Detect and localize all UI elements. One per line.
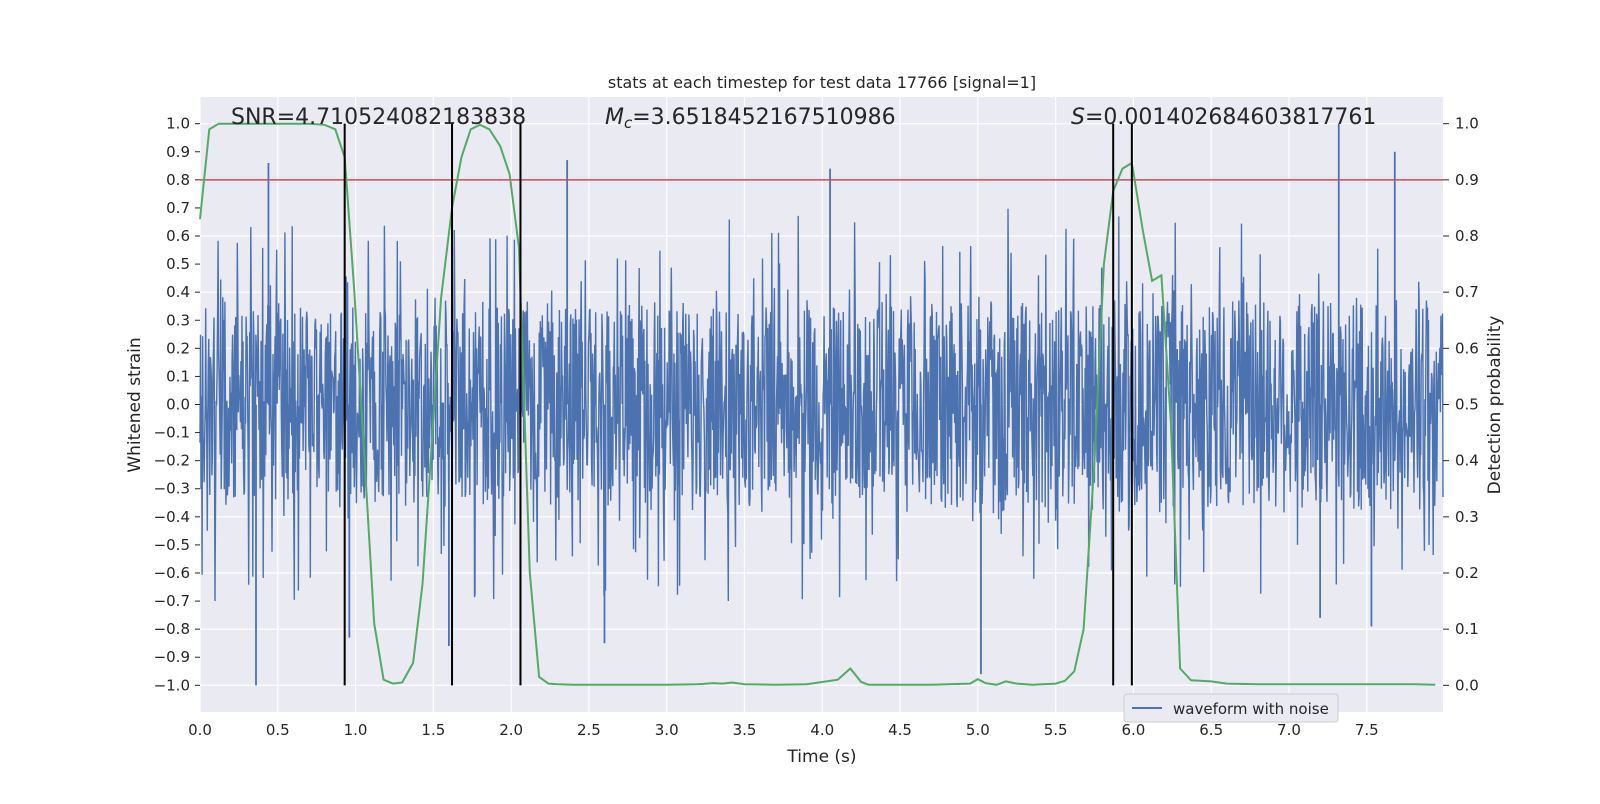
y-tick-label: −0.1 <box>154 424 190 442</box>
x-tick-label: 6.5 <box>1199 721 1223 739</box>
s-symbol: S <box>1071 105 1085 130</box>
x-tick-label: 7.0 <box>1277 721 1301 739</box>
y2-tick-label: 0.4 <box>1455 452 1479 470</box>
y-tick-label: 0.4 <box>166 283 190 301</box>
y2-tick-label: 0.8 <box>1455 227 1479 245</box>
y-tick-label: −0.5 <box>154 536 190 554</box>
waveform-line <box>199 208 1444 602</box>
y-tick-label: 0.9 <box>166 143 190 161</box>
y2-tick-label: 0.3 <box>1455 508 1479 526</box>
y-tick-label: 0.0 <box>166 396 190 414</box>
x-tick-label: 2.5 <box>577 721 601 739</box>
legend: waveform with noise <box>1123 693 1339 723</box>
probability-line <box>199 122 1436 686</box>
y-tick-label: 0.2 <box>166 339 190 357</box>
mc-symbol: M <box>605 105 624 130</box>
s-value: =0.001402684603817761 <box>1085 105 1376 130</box>
x-tick-label: 7.5 <box>1355 721 1379 739</box>
y-tick-label: 0.1 <box>166 367 190 385</box>
y-tick-label: −0.9 <box>154 648 190 666</box>
probability-series <box>199 122 1436 686</box>
y2-tick-label: 0.5 <box>1455 396 1479 414</box>
x-tick-label: 3.5 <box>733 721 757 739</box>
y-tick-label: 0.3 <box>166 311 190 329</box>
y2-tick-label: 0.0 <box>1455 676 1479 694</box>
x-tick-label: 5.0 <box>966 721 990 739</box>
vertical-markers <box>343 123 1133 686</box>
y-tick-label: 0.6 <box>166 227 190 245</box>
y-tick-label: −0.7 <box>154 592 190 610</box>
y-tick-label: −0.4 <box>154 508 190 526</box>
x-tick-label: 1.0 <box>344 721 368 739</box>
x-tick-label: 1.5 <box>421 721 445 739</box>
mc-value: =3.6518452167510986 <box>632 105 895 130</box>
y2-axis-label: Detection probability <box>1485 316 1505 495</box>
y-tick-label: 1.0 <box>166 115 190 133</box>
y-tick-label: −0.6 <box>154 564 190 582</box>
y2-tick-label: 0.6 <box>1455 339 1479 357</box>
chart-title: stats at each timestep for test data 177… <box>608 73 1036 92</box>
y-tick-label: −0.8 <box>154 620 190 638</box>
x-tick-label: 0.0 <box>188 721 212 739</box>
legend-box <box>1123 693 1339 723</box>
y2-tick-label: 0.7 <box>1455 283 1479 301</box>
y-tick-label: 0.8 <box>166 171 190 189</box>
y-tick-label: 0.5 <box>166 255 190 273</box>
y-tick-label: −1.0 <box>154 676 190 694</box>
x-tick-label: 4.0 <box>810 721 834 739</box>
y2-tick-label: 0.9 <box>1455 171 1479 189</box>
axis-ticks: 0.0 0.5 1.0 1.5 2.0 2.5 3.0 3.5 4.0 4.5 5.0 5.5 6.0 6… <box>154 115 1479 739</box>
x-tick-label: 2.0 <box>499 721 523 739</box>
snr-annotation: SNR=4.710524082183838 <box>231 105 526 130</box>
y-axis-label: Whitened strain <box>125 337 145 472</box>
y-tick-label: −0.3 <box>154 480 190 498</box>
x-tick-label: 5.5 <box>1044 721 1068 739</box>
x-tick-label: 6.0 <box>1121 721 1145 739</box>
legend-label: waveform with noise <box>1173 700 1329 718</box>
s-annotation: S=0.001402684603817761 <box>1071 105 1376 130</box>
x-tick-label: 0.5 <box>266 721 290 739</box>
mc-annotation: Mc=3.6518452167510986 <box>605 105 896 132</box>
y2-tick-label: 0.1 <box>1455 620 1479 638</box>
mc-subscript: c <box>624 114 633 132</box>
y2-tick-label: 1.0 <box>1455 115 1479 133</box>
x-tick-label: 3.0 <box>655 721 679 739</box>
waveform-series <box>199 123 1444 686</box>
x-axis-label: Time (s) <box>786 747 856 767</box>
y2-tick-label: 0.2 <box>1455 564 1479 582</box>
y-tick-label: 0.7 <box>166 199 190 217</box>
y-tick-label: −0.2 <box>154 452 190 470</box>
x-tick-label: 4.5 <box>888 721 912 739</box>
